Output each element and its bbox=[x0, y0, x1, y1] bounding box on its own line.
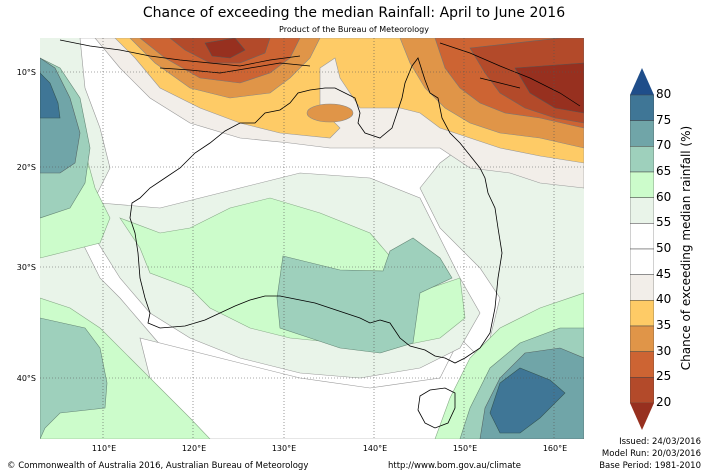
lat-label-30s: 30°S bbox=[16, 263, 36, 272]
colorbar-extend-max bbox=[630, 68, 654, 95]
colorbar-bin-20-25 bbox=[630, 377, 654, 404]
colorbar-tick-20: 20 bbox=[656, 395, 672, 409]
lat-label-20s: 20°S bbox=[16, 163, 36, 172]
colorbar-bin-65-70 bbox=[630, 146, 654, 173]
colorbar-tick-65: 65 bbox=[656, 164, 672, 178]
colorbar-label: Chance of exceeding median rainfall (%) bbox=[679, 125, 693, 371]
colorbar-bin-35-40 bbox=[630, 300, 654, 327]
contour-65-70-southwest bbox=[40, 317, 108, 439]
lon-label-110e: 110°E bbox=[91, 444, 117, 453]
chart-subtitle: Product of the Bureau of Meteorology bbox=[279, 25, 429, 34]
colorbar-tick-30: 30 bbox=[656, 343, 672, 358]
model-run-date: Model Run: 20/03/2016 bbox=[601, 449, 701, 459]
copyright-text: © Commonwealth of Australia 2016, Austra… bbox=[7, 461, 309, 471]
colorbar-bin-50-55 bbox=[630, 223, 654, 250]
colorbar-bin-75-80 bbox=[630, 94, 654, 121]
colorbar-tick-80: 80 bbox=[656, 87, 672, 101]
colorbar-bin-55-60 bbox=[630, 197, 654, 224]
colorbar-tick-25: 25 bbox=[656, 369, 672, 384]
contour-25-30-north bbox=[139, 38, 584, 129]
chart-title: Chance of exceeding the median Rainfall:… bbox=[142, 5, 566, 21]
contour-75-80-tasman bbox=[489, 367, 566, 434]
colorbar-bin-40-45 bbox=[630, 274, 654, 301]
coastline-indonesia bbox=[59, 39, 581, 107]
colorbar-extend-min bbox=[630, 403, 654, 430]
base-period: Base Period: 1981-2010 bbox=[599, 461, 701, 471]
lat-label-10s: 10°S bbox=[16, 68, 36, 77]
contour-65-70-sa bbox=[276, 237, 453, 354]
lon-label-150e: 150°E bbox=[452, 444, 478, 453]
colorbar-tick-55: 55 bbox=[656, 215, 672, 230]
coastline-tasmania bbox=[417, 387, 456, 429]
lat-label-40s: 40°S bbox=[16, 374, 36, 383]
lon-label-140e: 140°E bbox=[362, 444, 388, 453]
contour-30-35-top-end bbox=[306, 103, 354, 123]
colorbar-bin-45-50 bbox=[630, 248, 654, 275]
colorbar-tick-75: 75 bbox=[656, 112, 672, 127]
lon-label-160e: 160°E bbox=[542, 444, 568, 453]
colorbar-bin-70-75 bbox=[630, 120, 654, 147]
colorbar-tick-70: 70 bbox=[656, 138, 672, 153]
colorbar-tick-40: 40 bbox=[656, 292, 672, 307]
colorbar-bin-25-30 bbox=[630, 351, 654, 378]
colorbar-bin-60-65 bbox=[630, 171, 654, 198]
lon-label-130e: 130°E bbox=[271, 444, 297, 453]
colorbar-tick-45: 45 bbox=[656, 266, 672, 281]
gridlines bbox=[40, 38, 584, 439]
bom-url-link[interactable]: http://www.bom.gov.au/climate bbox=[388, 461, 521, 471]
colorbar-tick-60: 60 bbox=[656, 189, 672, 204]
lon-label-120e: 120°E bbox=[181, 444, 207, 453]
contour-fills bbox=[40, 38, 584, 439]
colorbar-tick-35: 35 bbox=[656, 318, 672, 332]
colorbar-bin-30-35 bbox=[630, 325, 654, 352]
colorbar-tick-50: 50 bbox=[656, 241, 672, 255]
contour-75-80-west bbox=[40, 72, 61, 119]
issued-date: Issued: 24/03/2016 bbox=[619, 437, 701, 447]
coastline-australia bbox=[129, 57, 503, 364]
colorbar bbox=[630, 68, 654, 430]
rainfall-map bbox=[40, 38, 584, 439]
contour-below-20-north bbox=[204, 38, 584, 114]
contour-20-25-north bbox=[169, 38, 584, 124]
